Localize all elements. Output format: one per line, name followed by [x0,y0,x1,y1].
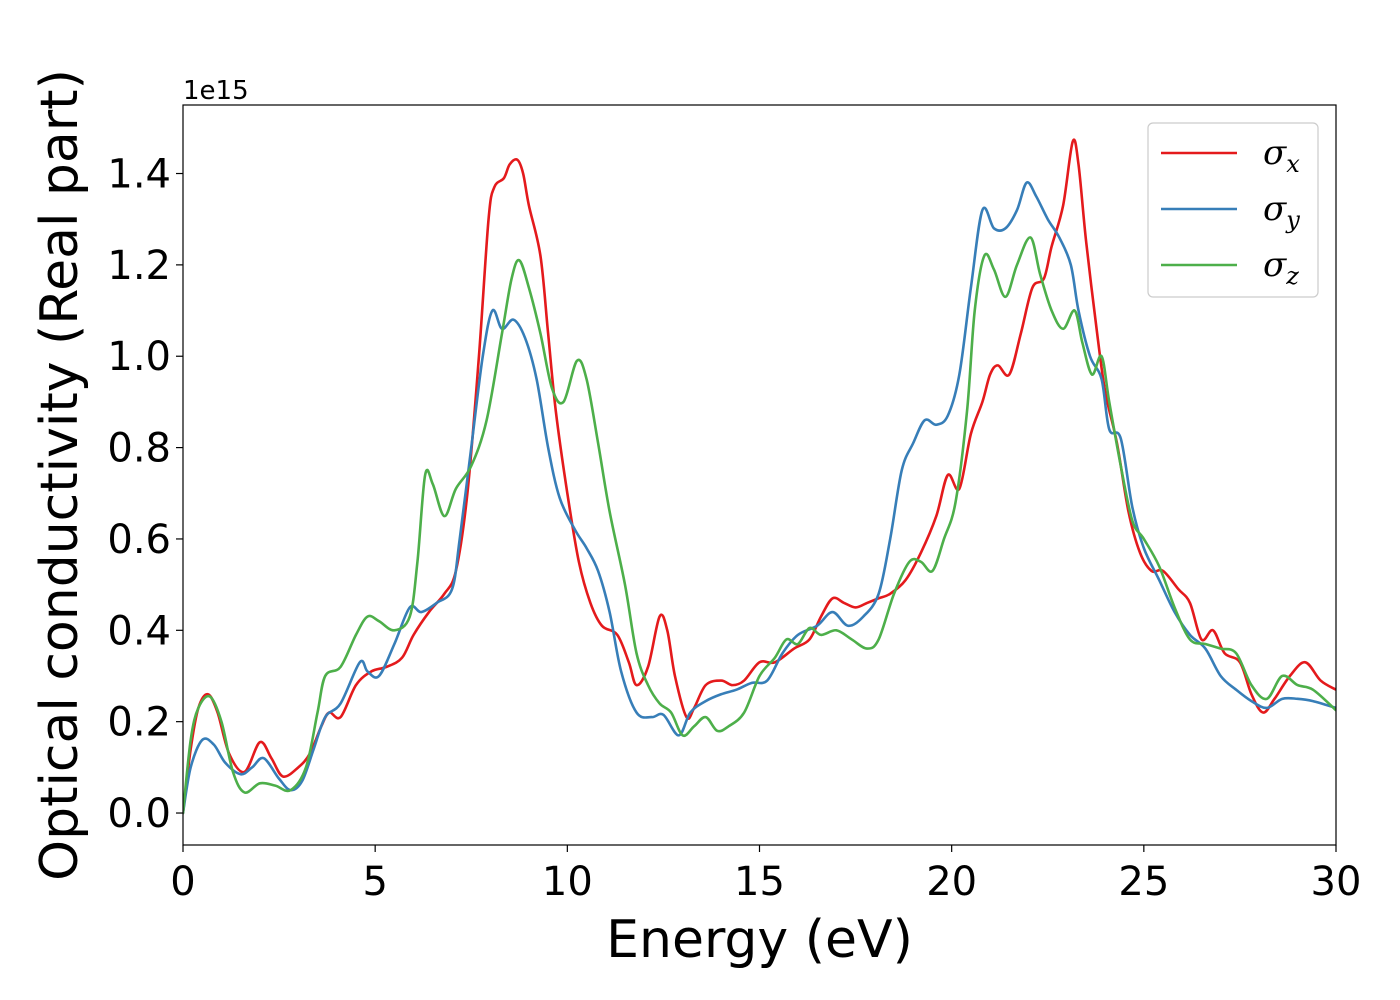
y-offset-label: 1e15 [183,76,249,106]
x-tick-label: 5 [362,859,387,905]
y-tick-label: 0.6 [107,517,171,563]
legend: σx σy σz [1147,122,1319,298]
plot-frame [182,104,1337,846]
y-tick-label: 0.4 [107,608,171,654]
y-axis-title: Optical conductivity (Real part) [30,69,90,881]
series-line-sigma-y [183,181,1336,815]
y-tick-label: 0.8 [107,426,171,472]
x-axis-title: Energy (eV) [606,910,913,970]
y-tick-label: 1.0 [107,334,171,380]
y-tick-label: 0.2 [107,700,171,746]
y-tick-label: 1.4 [107,152,171,198]
series-line-sigma-z [183,236,1336,815]
tick-layer: 0 5 10 15 20 25 30 0.0 0.2 0.4 0.6 0.8 1.0 1.2 1.4 [107,152,1361,905]
series-layer [183,138,1336,815]
x-tick-label: 20 [926,859,977,905]
x-tick-label: 15 [734,859,785,905]
legend-label-sigma-z: σz [1263,245,1299,290]
x-tick-label: 25 [1118,859,1169,905]
y-tick-label: 0.0 [107,791,171,837]
legend-label-sigma-x: σx [1263,133,1300,178]
x-tick-label: 0 [170,859,195,905]
y-tick-label: 1.2 [107,243,171,289]
x-tick-label: 10 [542,859,593,905]
x-tick-label: 30 [1311,859,1362,905]
legend-label-sigma-y: σy [1263,189,1300,234]
